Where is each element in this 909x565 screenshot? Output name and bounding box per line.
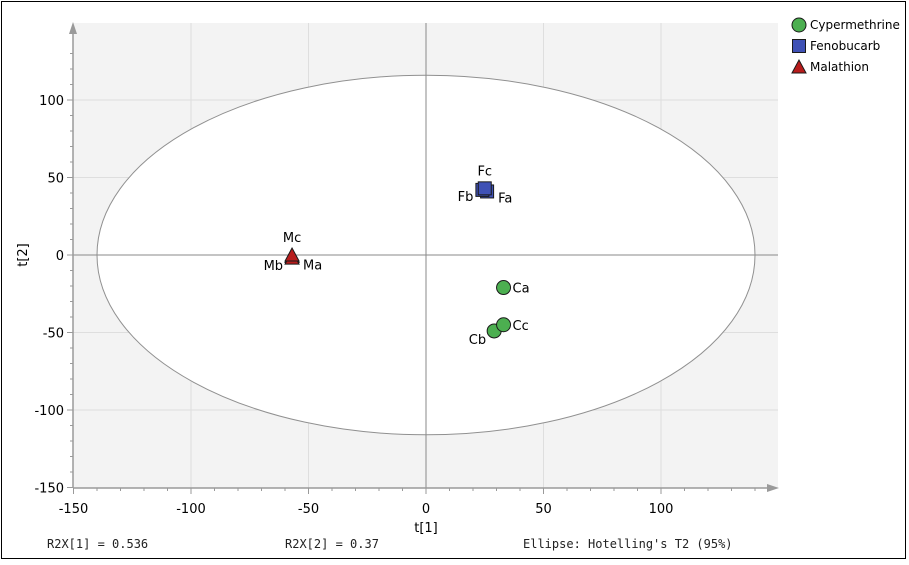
point-label-fb: Fb — [458, 190, 474, 205]
point-label-ma: Ma — [303, 259, 322, 274]
legend-item-malathion[interactable]: Malathion — [791, 58, 869, 74]
ellipse-text: Ellipse: Hotelling's T2 (95%) — [523, 537, 733, 551]
legend-marker-cypermethrine[interactable] — [791, 17, 807, 33]
y-axis-label: t[2] — [16, 243, 31, 267]
legend[interactable]: Cypermethrine Fenobucarb Malathion — [791, 17, 900, 74]
legend-item-cypermethrine[interactable]: Cypermethrine — [791, 17, 900, 33]
x-tick-label: 100 — [649, 502, 674, 517]
point-mc[interactable] — [284, 246, 300, 262]
legend-label-malathion: Malathion — [810, 60, 869, 74]
point-label-fa: Fa — [498, 191, 512, 206]
point-ca[interactable] — [496, 280, 512, 296]
legend-label-fenobucarb: Fenobucarb — [810, 39, 880, 53]
point-fc[interactable] — [477, 181, 492, 196]
y-tick-label: -50 — [43, 327, 64, 342]
legend-item-fenobucarb[interactable]: Fenobucarb — [792, 39, 881, 53]
y-tick-label: -100 — [34, 404, 64, 419]
point-label-cc: Cc — [513, 319, 529, 334]
y-tick-label: 100 — [39, 94, 64, 109]
point-cc[interactable] — [496, 317, 512, 333]
legend-label-cypermethrine: Cypermethrine — [810, 18, 900, 32]
x-tick-label: -150 — [59, 502, 89, 517]
point-label-fc: Fc — [477, 164, 492, 179]
y-tick-label: 0 — [56, 249, 64, 264]
r2x1-text: R2X[1] = 0.536 — [47, 537, 148, 551]
point-label-ca: Ca — [513, 282, 530, 297]
axis-ticks: -150 -100 -50 0 50 100 100 50 0 -50 -100 -150 — [34, 53, 756, 517]
x-tick-label: 0 — [422, 502, 430, 517]
x-tick-label: -100 — [176, 502, 206, 517]
x-axis-arrow — [767, 484, 779, 492]
y-tick-label: -150 — [34, 482, 64, 497]
x-tick-label: 50 — [535, 502, 552, 517]
point-label-mb: Mb — [264, 259, 283, 274]
y-axis-arrow — [69, 22, 77, 34]
x-axis-label: t[1] — [414, 521, 438, 536]
axes — [69, 22, 779, 492]
x-tick-label: -50 — [298, 502, 319, 517]
legend-marker-fenobucarb[interactable] — [792, 39, 806, 53]
point-label-cb: Cb — [469, 333, 486, 348]
legend-marker-malathion[interactable] — [791, 58, 807, 74]
point-label-mc: Mc — [283, 231, 301, 246]
r2x2-text: R2X[2] = 0.37 — [285, 537, 379, 551]
series-cypermethrine[interactable]: Ca Cb Cc — [469, 280, 530, 348]
y-tick-label: 50 — [47, 172, 64, 187]
